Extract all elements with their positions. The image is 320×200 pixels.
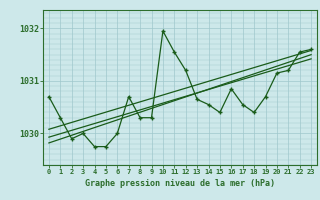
X-axis label: Graphe pression niveau de la mer (hPa): Graphe pression niveau de la mer (hPa) (85, 179, 275, 188)
